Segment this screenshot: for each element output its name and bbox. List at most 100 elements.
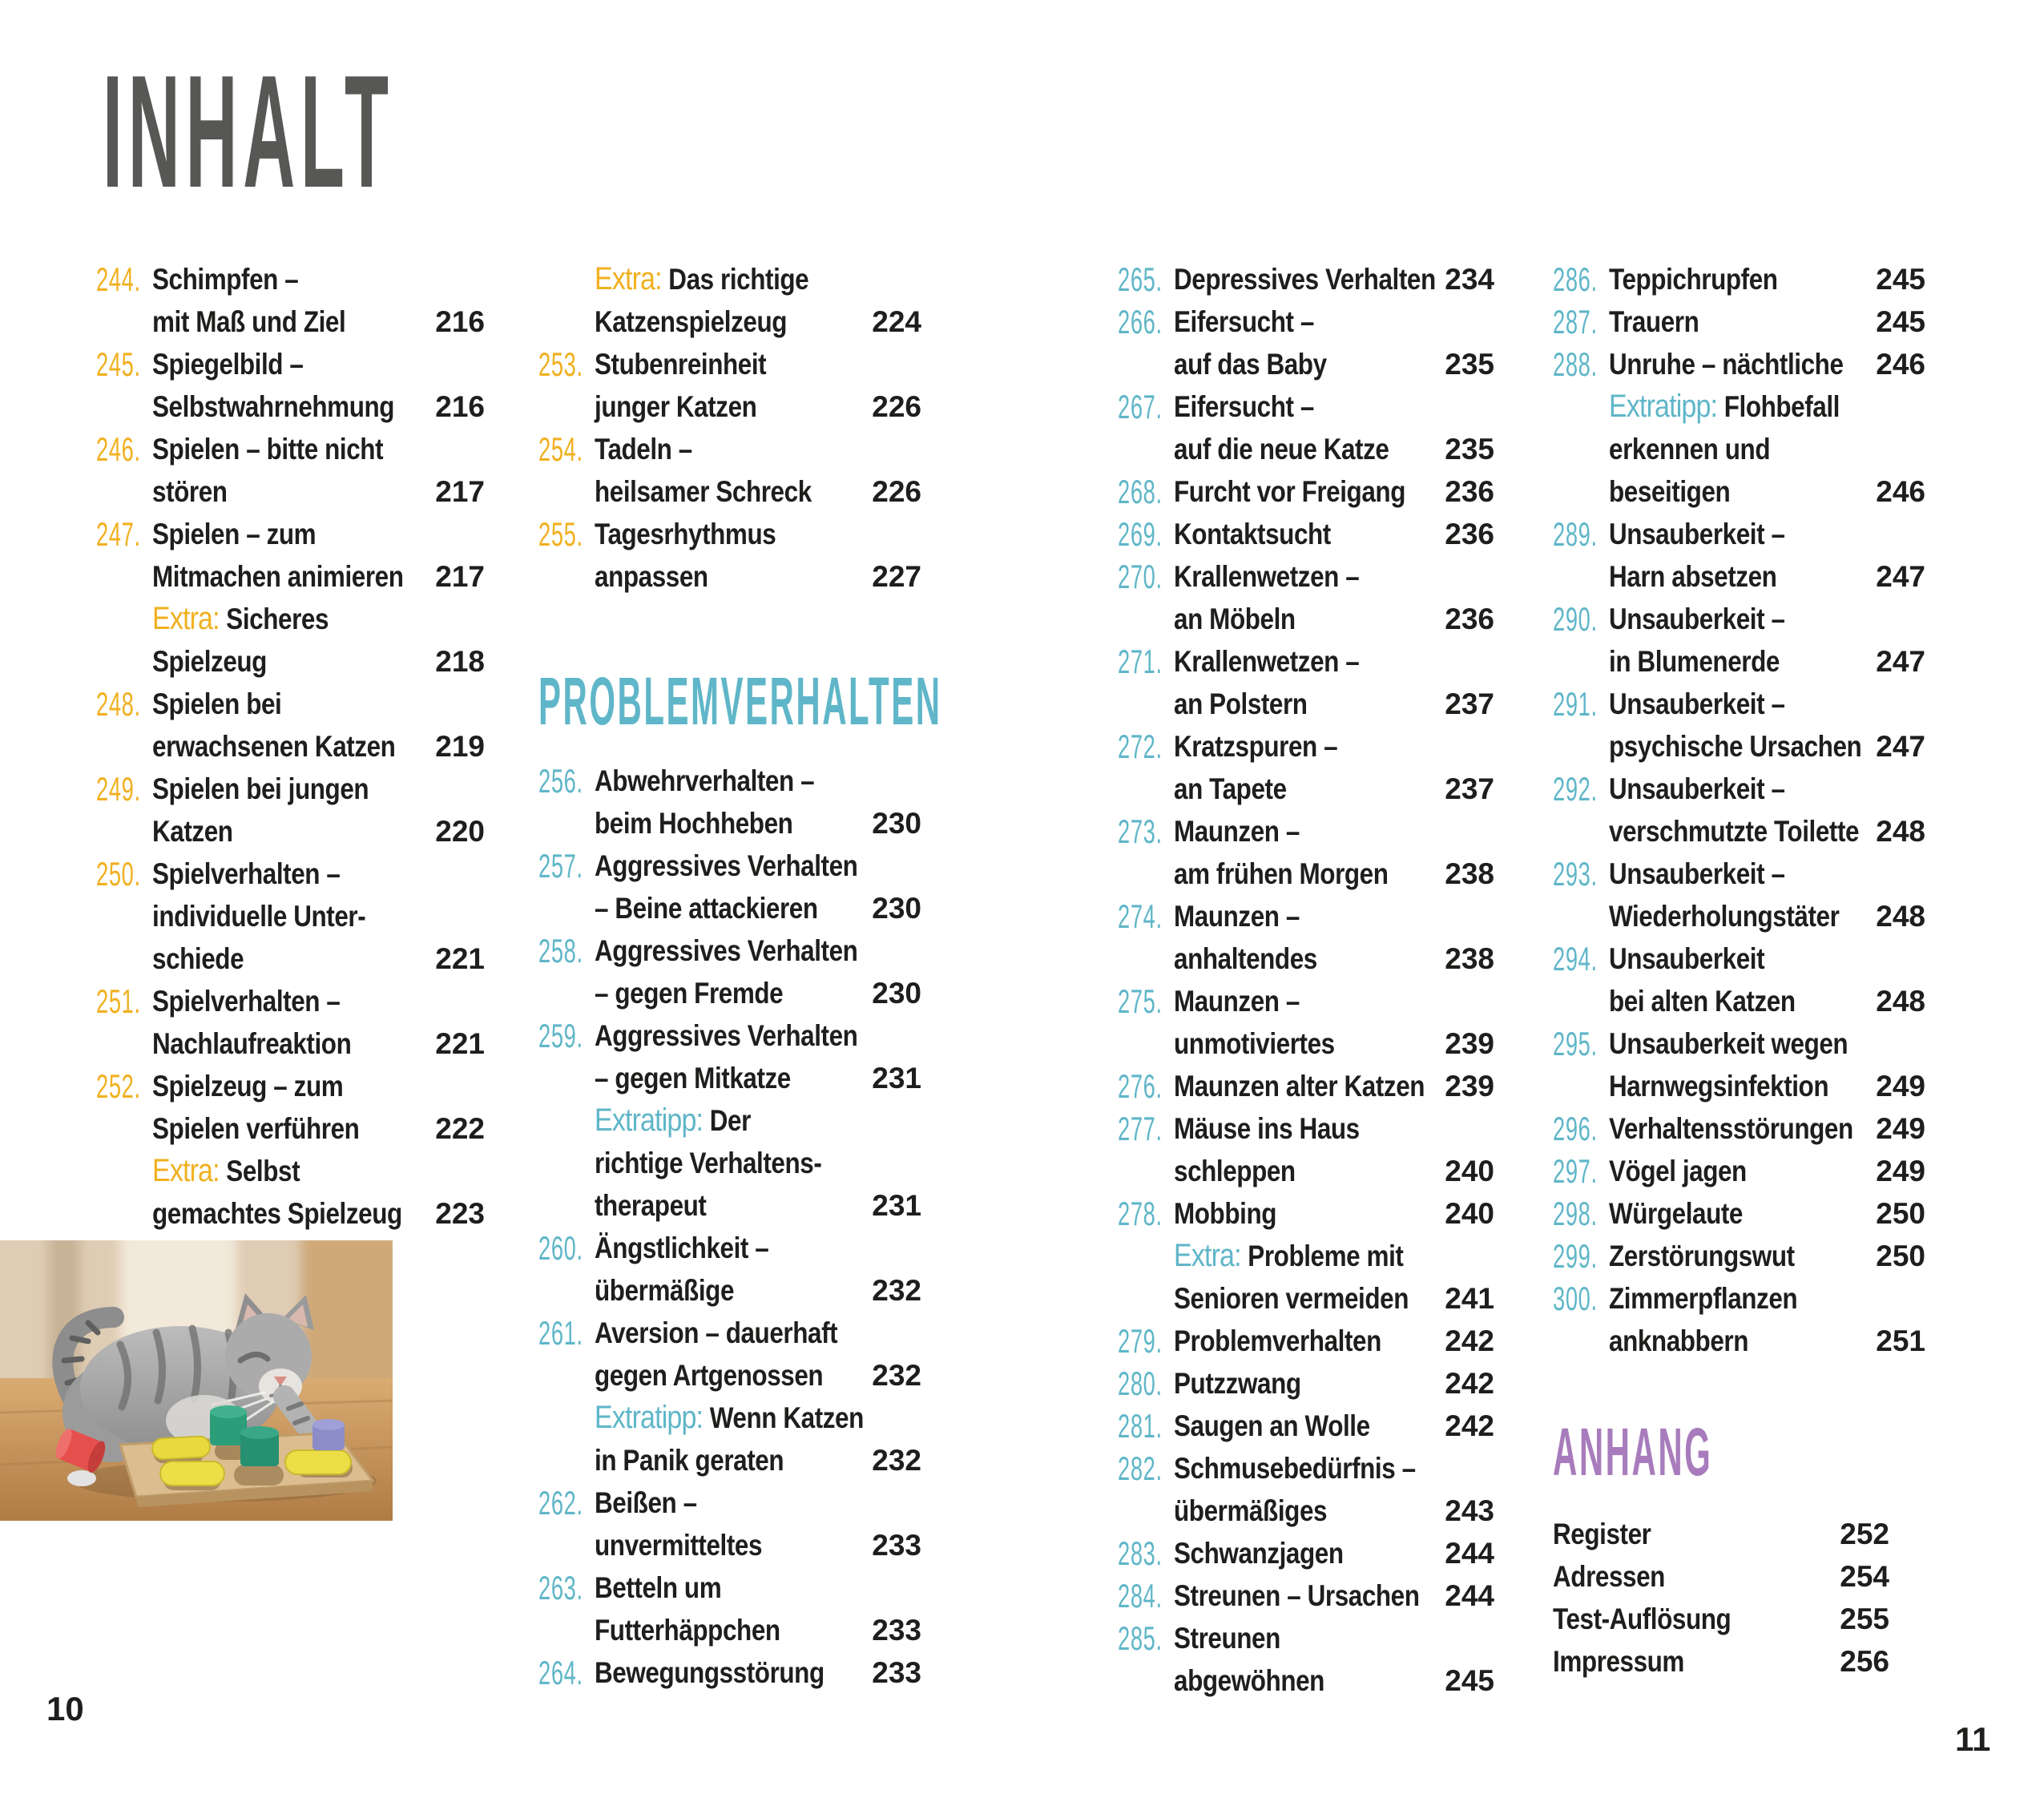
entry-number: 274. — [1118, 897, 1163, 935]
toc-line: Test-Auflösung 255 — [1553, 1598, 1889, 1640]
entry-title: mit Maß und Ziel — [152, 305, 346, 338]
entry-title: am frühen Morgen — [1174, 857, 1389, 890]
cat-photo — [0, 1240, 393, 1521]
toc-line: 299. Zerstörungswut 250 — [1553, 1235, 1925, 1277]
toc-line: 289. Unsauberkeit – — [1553, 513, 1925, 555]
toc-line: 284. Streunen – Ursachen 244 — [1118, 1574, 1494, 1617]
entry-page-number: 244 — [1445, 1537, 1494, 1570]
entry-number: 266. — [1118, 303, 1163, 341]
entry-number: 298. — [1553, 1195, 1598, 1232]
toc-line: 260. Ängstlichkeit – — [538, 1227, 921, 1269]
entry-number: 244. — [96, 260, 141, 298]
toc-line: 277. Mäuse ins Haus — [1118, 1107, 1494, 1150]
entry-title: unmotiviertes — [1174, 1027, 1335, 1060]
entry-page-number: 247 — [1876, 645, 1925, 678]
extra-label: Extra: — [152, 601, 227, 636]
toc-line: Extratipp: Flohbefall — [1553, 385, 1925, 428]
entry-title: Zimmerpflanzen — [1609, 1282, 1798, 1315]
entry-title: Kratzspuren – — [1174, 730, 1338, 763]
entry-number: 253. — [538, 345, 583, 383]
entry-page-number: 239 — [1445, 1027, 1494, 1060]
entry-number: 257. — [538, 847, 583, 885]
entry-title: richtige Verhaltens- — [595, 1147, 822, 1179]
entry-number: 261. — [538, 1314, 583, 1352]
toc-line: 252. Spielzeug – zum — [96, 1065, 485, 1107]
entry-title: Spielzeug — [152, 645, 267, 678]
toc-line: 254. Tadeln – — [538, 428, 921, 470]
entry-page-number: 240 — [1445, 1197, 1494, 1230]
toc-line: auf das Baby 235 — [1118, 343, 1494, 385]
toc-line: gegen Artgenossen 232 — [538, 1354, 921, 1397]
entry-title: heilsamer Schreck — [595, 475, 812, 508]
entry-title: Unsauberkeit – — [1609, 687, 1785, 720]
entry-page-number: 232 — [872, 1444, 921, 1477]
entry-number: 285. — [1118, 1619, 1163, 1657]
entry-title: Maunzen – — [1174, 815, 1300, 848]
toc-line: bei alten Katzen 248 — [1553, 980, 1925, 1022]
toc-column-3: 265. Depressives Verhalten 234 266. Eifersuc… — [1118, 258, 1494, 1702]
entry-number: 289. — [1553, 515, 1598, 553]
entry-title: Problemverhalten — [1174, 1324, 1381, 1357]
toc-line: 282. Schmusebedürfnis – — [1118, 1447, 1494, 1490]
entry-page-number: 224 — [872, 305, 921, 338]
entry-number: 265. — [1118, 260, 1163, 298]
entry-page-number: 249 — [1876, 1155, 1925, 1187]
entry-title: Extratipp: Wenn Katzen — [595, 1400, 864, 1435]
extra-label: Extratipp: — [595, 1103, 710, 1138]
entry-number: 271. — [1118, 643, 1163, 680]
entry-title: Tagesrhythmus — [595, 518, 776, 550]
toc-line: 264. Bewegungsstörung 233 — [538, 1651, 921, 1694]
entry-page-number: 233 — [872, 1656, 921, 1689]
entry-title: Test-Auflösung — [1553, 1602, 1732, 1635]
entry-title: anknabbern — [1609, 1324, 1749, 1357]
toc-line: 288. Unruhe – nächtliche 246 — [1553, 343, 1925, 385]
entry-number: 249. — [96, 770, 141, 808]
entry-title: verschmutzte Toilette — [1609, 815, 1860, 848]
toc-line: 292. Unsauberkeit – — [1553, 768, 1925, 810]
entry-number: 250. — [96, 855, 141, 893]
entry-number: 290. — [1553, 600, 1598, 638]
toc-line: 245. Spiegelbild – — [96, 343, 485, 385]
entry-number: 282. — [1118, 1449, 1163, 1487]
entry-title: psychische Ursachen — [1609, 730, 1862, 763]
entry-page-number: 240 — [1445, 1155, 1494, 1187]
toc-line: stören 217 — [96, 470, 485, 513]
toc-line: 268. Furcht vor Freigang 236 — [1118, 470, 1494, 513]
page-title: INHALT — [103, 42, 394, 221]
entry-title: Spielen bei jungen — [152, 772, 369, 805]
toc-line: an Polstern 237 — [1118, 683, 1494, 725]
toc-line: anknabbern 251 — [1553, 1320, 1925, 1362]
entry-page-number: 236 — [1445, 603, 1494, 635]
toc-line: 272. Kratzspuren – — [1118, 725, 1494, 768]
toc-line: – Beine attackieren 230 — [538, 887, 921, 929]
entry-page-number: 231 — [872, 1062, 921, 1095]
entry-number: 300. — [1553, 1280, 1598, 1317]
toc-line: Adressen 254 — [1553, 1555, 1889, 1598]
anhang-heading: ANHANG — [1553, 1414, 1713, 1490]
entry-title: Tadeln – — [595, 433, 692, 466]
anhang-list: Register 252 Adressen 254 Test-Auflösung 255 I… — [1553, 1513, 1889, 1683]
entry-title: Extratipp: Flohbefall — [1609, 389, 1840, 424]
entry-page-number: 250 — [1876, 1240, 1925, 1272]
entry-page-number: 237 — [1445, 687, 1494, 720]
entry-number: 283. — [1118, 1534, 1163, 1572]
toc-line: Mitmachen animieren 217 — [96, 555, 485, 598]
entry-title: Extra: Probleme mit — [1174, 1238, 1404, 1273]
toc-line: Harnwegsinfektion 249 — [1553, 1065, 1925, 1107]
entry-page-number: 216 — [435, 390, 485, 423]
entry-page-number: 245 — [1876, 305, 1925, 338]
entry-title: Aversion – dauerhaft — [595, 1316, 838, 1349]
toc-line: beim Hochheben 230 — [538, 802, 921, 845]
toc-line: 256. Abwehrverhalten – — [538, 760, 921, 802]
entry-title: Teppichrupfen — [1609, 263, 1778, 296]
page-number-left: 10 — [46, 1690, 84, 1727]
entry-title: Ängstlichkeit – — [595, 1232, 769, 1264]
entry-number: 273. — [1118, 812, 1163, 850]
entry-page-number: 216 — [435, 305, 485, 338]
toc-line: 267. Eifersucht – — [1118, 385, 1494, 428]
toc-line: Senioren vermeiden 241 — [1118, 1277, 1494, 1320]
entry-number: 247. — [96, 515, 141, 553]
entry-page-number: 248 — [1876, 985, 1925, 1018]
entry-number: 293. — [1553, 855, 1598, 893]
